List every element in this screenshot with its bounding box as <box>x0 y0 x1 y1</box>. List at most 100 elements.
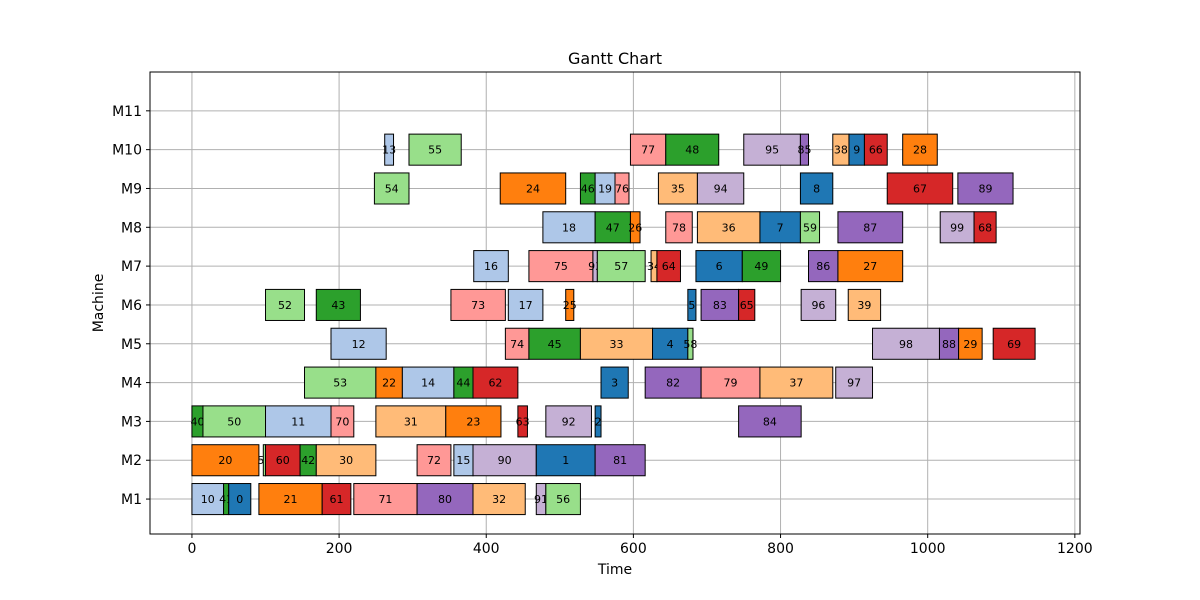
task-bar-label: 20 <box>218 454 232 467</box>
x-tick-label: 1200 <box>1057 541 1093 557</box>
task-bar-label: 43 <box>331 299 345 312</box>
task-bar-group: 97 <box>835 366 874 399</box>
task-bar-label: 67 <box>913 182 927 195</box>
task-bar <box>472 366 519 399</box>
task-bar-label: 91 <box>534 493 548 506</box>
task-bar-group: 46 <box>579 172 596 205</box>
y-tick-label: M10 <box>112 143 142 159</box>
task-bar <box>759 366 834 399</box>
task-bar-group: 14 <box>401 366 455 399</box>
task-bar <box>507 288 544 321</box>
task-bar-group: 82 <box>644 366 702 399</box>
task-bar-group: 15 <box>453 444 474 477</box>
task-bar <box>687 288 697 321</box>
task-bar-label: 62 <box>488 377 502 390</box>
task-bar-label: 25 <box>563 299 577 312</box>
task-bar-group: 98 <box>872 327 940 360</box>
task-bar-label: 23 <box>466 415 480 428</box>
task-bar-group: 79 <box>700 366 761 399</box>
task-bar-group: 32 <box>472 483 526 516</box>
task-bar-group: 78 <box>665 211 693 244</box>
task-bar-label: 79 <box>724 377 738 390</box>
task-bar-group: 22 <box>375 366 403 399</box>
task-bar-label: 42 <box>301 454 315 467</box>
task-bar-label: 78 <box>672 221 686 234</box>
task-bar-label: 14 <box>421 377 435 390</box>
task-bar-label: 94 <box>714 182 728 195</box>
task-bar-label: 8 <box>813 182 820 195</box>
task-bar <box>535 444 596 477</box>
task-bar-label: 27 <box>863 260 877 273</box>
x-tick-label: 400 <box>473 541 500 557</box>
y-tick-label: M8 <box>121 220 142 236</box>
task-bar-group: 4 <box>652 327 689 360</box>
task-bar-group: 25 <box>563 288 577 321</box>
task-bar-group: 55 <box>408 133 462 166</box>
task-bar-label: 26 <box>628 221 642 234</box>
plot-frame <box>149 71 1081 535</box>
task-bar-label: 80 <box>438 493 452 506</box>
task-bar-label: 35 <box>671 182 685 195</box>
task-bar-group: 75 <box>528 250 594 283</box>
task-bar <box>902 133 938 166</box>
task-bar-group: 30 <box>315 444 377 477</box>
task-bar-label: 92 <box>562 415 576 428</box>
task-bar-group: 28 <box>902 133 938 166</box>
task-bar <box>800 288 837 321</box>
task-bar <box>652 327 689 360</box>
task-bar-label: 71 <box>378 493 392 506</box>
task-bar-group: 70 <box>330 405 355 438</box>
y-tick-label: M1 <box>121 492 142 508</box>
task-bar-label: 48 <box>685 144 699 157</box>
task-bar-group: 74 <box>504 327 530 360</box>
task-bar-label: 57 <box>614 260 628 273</box>
y-tick-label: M4 <box>121 376 142 392</box>
task-bar <box>837 250 904 283</box>
task-bar <box>738 405 802 438</box>
task-bar-label: 10 <box>201 493 215 506</box>
task-bar-group: 84 <box>738 405 802 438</box>
task-bar-group: 12 <box>330 327 387 360</box>
task-bar-label: 29 <box>963 338 977 351</box>
task-bar-label: 50 <box>227 415 241 428</box>
task-bar-label: 45 <box>548 338 562 351</box>
task-bar <box>265 444 301 477</box>
task-bar-label: 95 <box>765 144 779 157</box>
task-bar <box>799 172 834 205</box>
task-bar-group: 58 <box>683 327 697 360</box>
task-bar-group: 77 <box>629 133 667 166</box>
task-bar <box>614 172 630 205</box>
task-bar <box>445 405 502 438</box>
task-bar <box>665 211 693 244</box>
task-bar-group: 61 <box>321 483 352 516</box>
task-bar-group: 31 <box>375 405 447 438</box>
task-bar <box>696 211 761 244</box>
task-bar <box>375 405 447 438</box>
task-bar-label: 83 <box>713 299 727 312</box>
task-bar <box>373 172 410 205</box>
task-bar <box>687 327 694 360</box>
task-bar-group: 42 <box>299 444 317 477</box>
task-bar-label: 73 <box>471 299 485 312</box>
task-bar <box>499 172 567 205</box>
task-bar-group: 89 <box>957 172 1014 205</box>
task-bar-group: 20 <box>191 444 260 477</box>
task-bar <box>401 366 455 399</box>
task-bar-label: 30 <box>339 454 353 467</box>
task-bar-group: 88 <box>938 327 960 360</box>
task-bar-label: 98 <box>899 338 913 351</box>
task-bar-label: 72 <box>427 454 441 467</box>
task-bar-group: 6 <box>695 250 743 283</box>
task-bar-label: 32 <box>492 493 506 506</box>
task-bar <box>799 133 810 166</box>
task-bar <box>808 250 839 283</box>
task-bar-label: 60 <box>276 454 290 467</box>
task-bar-label: 63 <box>516 415 530 428</box>
task-bar-label: 17 <box>519 299 533 312</box>
task-bar-label: 3 <box>611 377 618 390</box>
task-bar-label: 70 <box>335 415 349 428</box>
task-bar-group: 33 <box>579 327 654 360</box>
task-bar-label: 21 <box>284 493 298 506</box>
task-bar-label: 39 <box>857 299 871 312</box>
y-tick-label: M7 <box>121 259 142 275</box>
